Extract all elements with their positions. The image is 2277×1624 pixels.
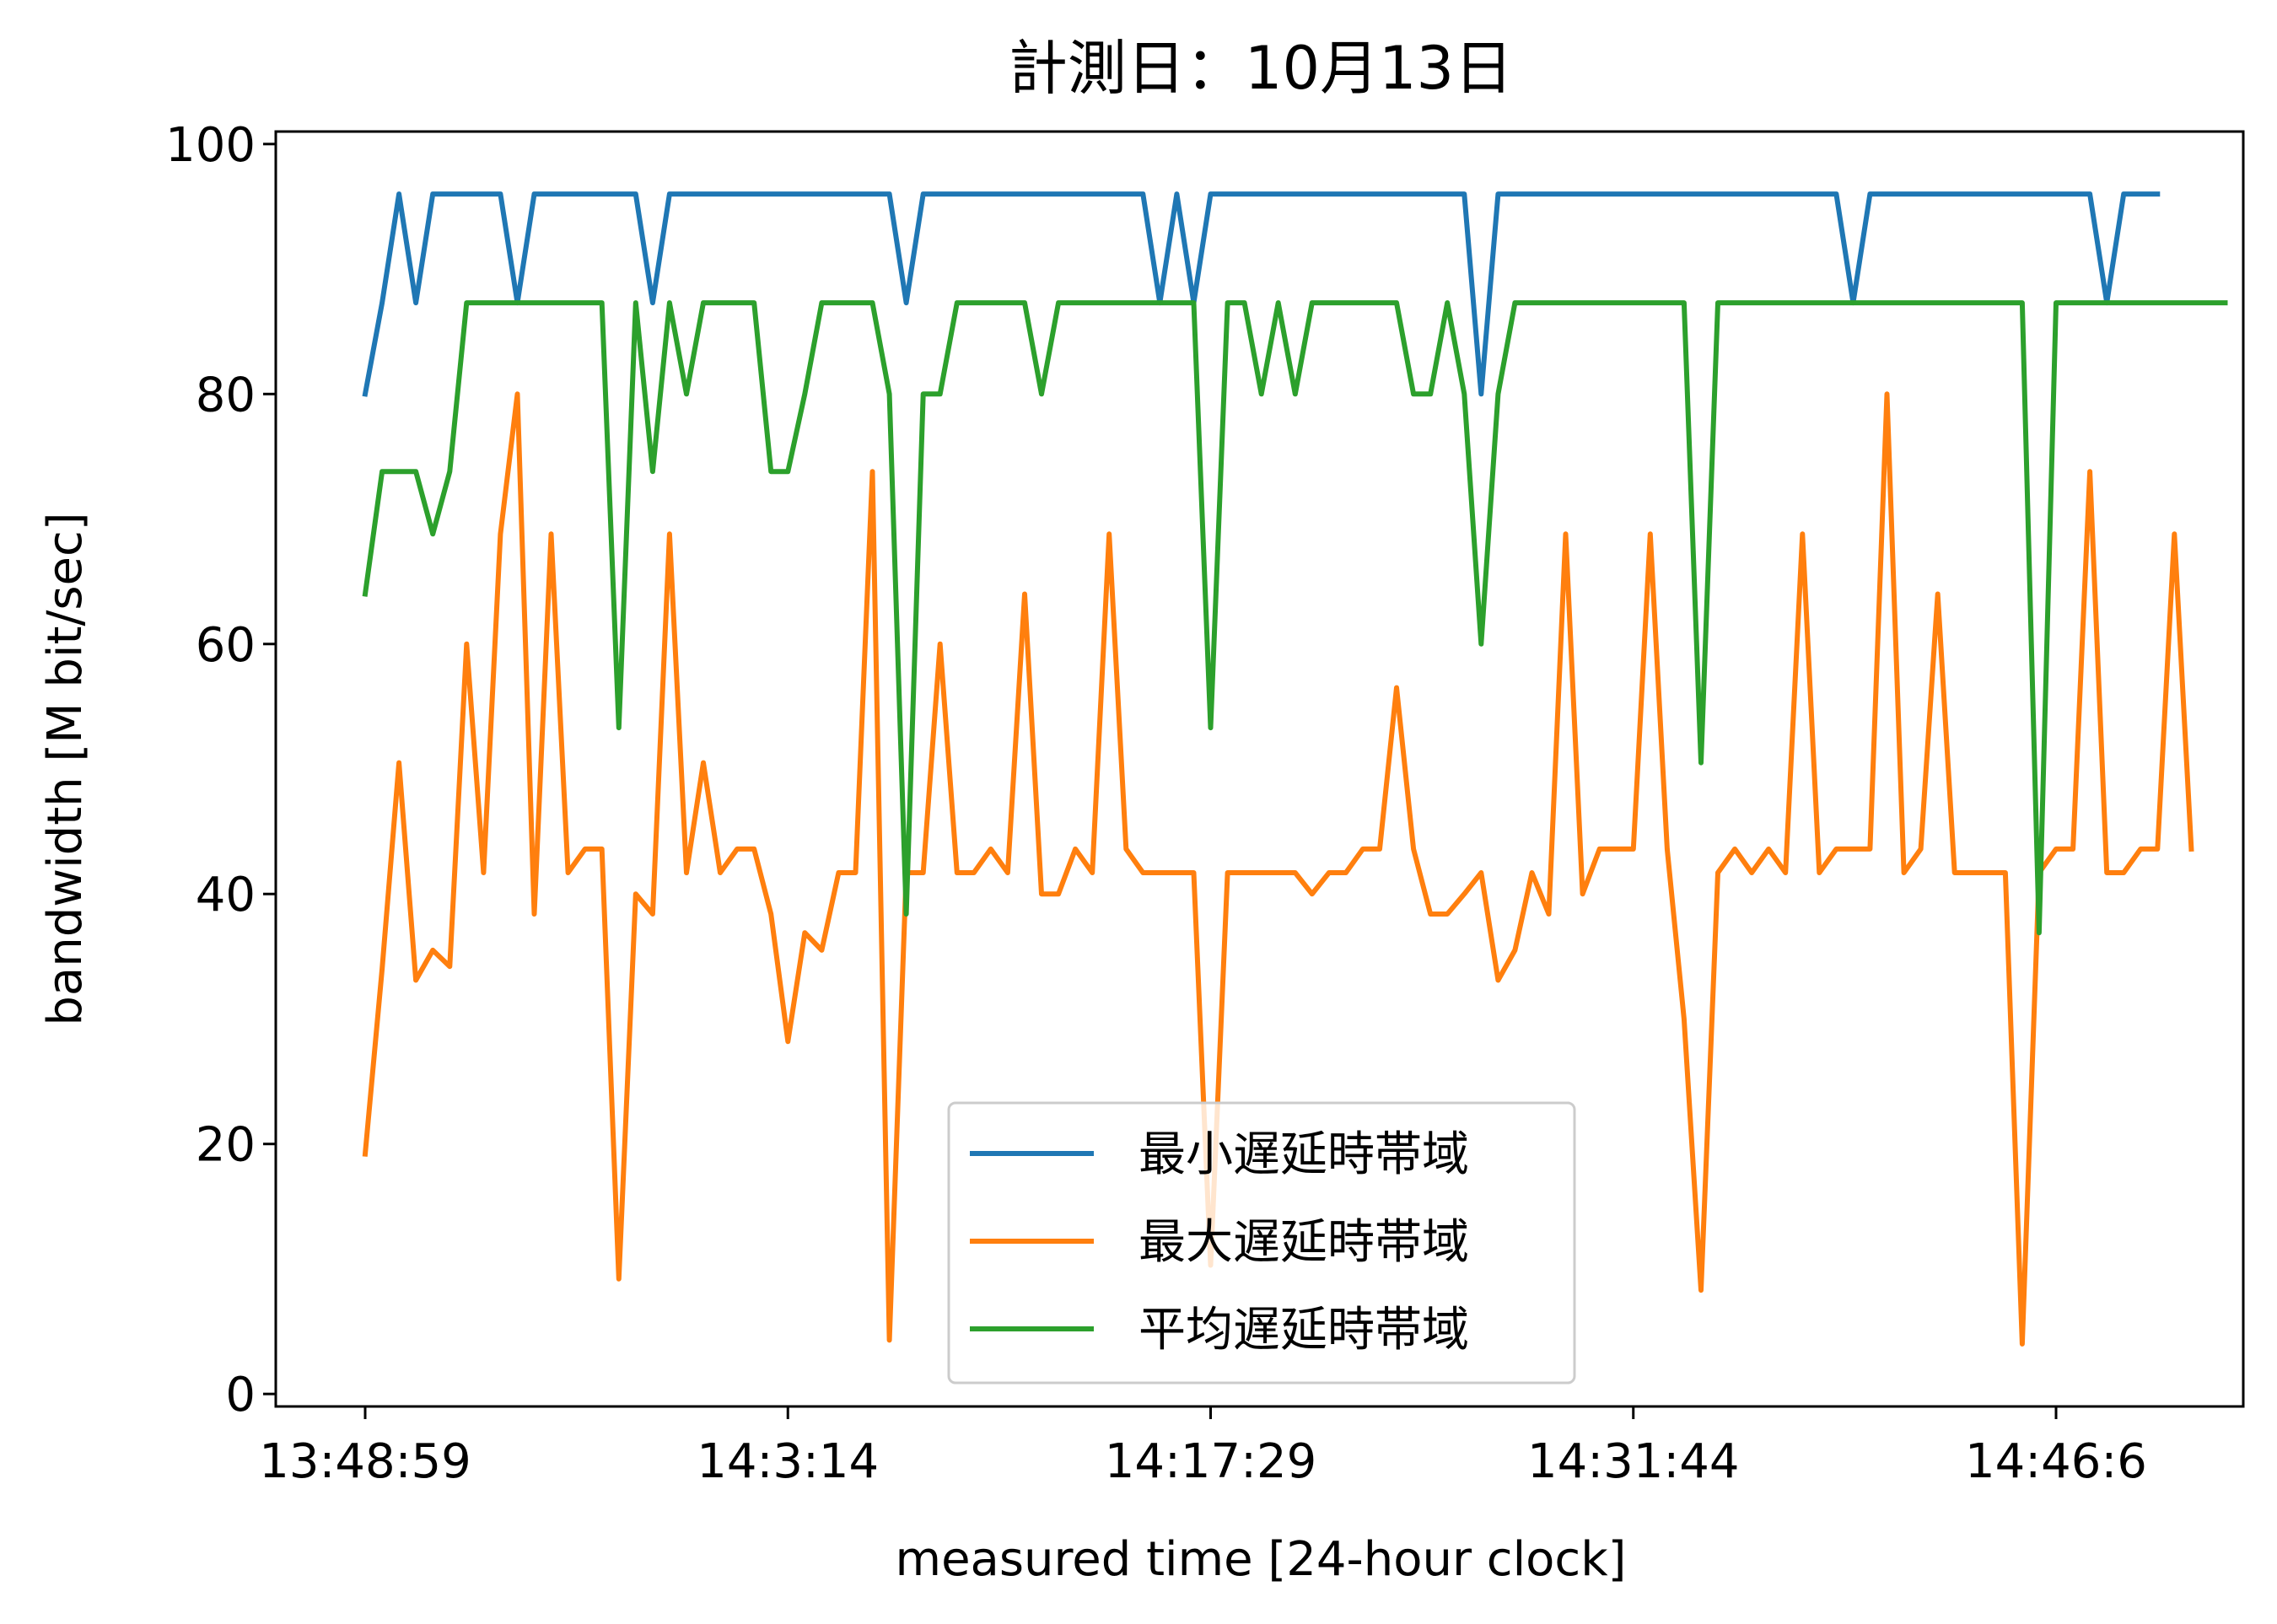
x-tick-label: 14:31:44 xyxy=(1527,1434,1740,1489)
legend-label-1: 最大遅延時帯域 xyxy=(1138,1215,1469,1270)
chart-title: 計測日：10月13日 xyxy=(1009,34,1513,103)
x-axis-label: measured time [24-hour clock] xyxy=(896,1532,1627,1587)
legend-label-2: 平均遅延時帯域 xyxy=(1138,1303,1469,1358)
plot-lines xyxy=(362,191,2228,1347)
legend-label-0: 最小遅延時帯域 xyxy=(1138,1127,1469,1182)
x-axis: 13:48:59 14:3:14 14:17:29 14:31:44 14:46:6 xyxy=(259,1406,2147,1489)
x-tick-label: 13:48:59 xyxy=(259,1434,471,1489)
y-axis-label: bandwidth [M bit/sec] xyxy=(38,512,93,1025)
y-tick-label: 20 xyxy=(196,1118,256,1173)
y-tick-label: 40 xyxy=(196,868,256,922)
series-line-1 xyxy=(362,391,2194,1347)
x-tick-label: 14:17:29 xyxy=(1105,1434,1317,1489)
y-tick-label: 60 xyxy=(196,618,256,673)
y-tick-label: 100 xyxy=(165,118,256,173)
series-line-2 xyxy=(362,300,2228,936)
series-line-0 xyxy=(362,191,2161,397)
x-tick-label: 14:46:6 xyxy=(1965,1434,2147,1489)
x-tick-label: 14:3:14 xyxy=(697,1434,879,1489)
y-axis: 0 20 40 60 80 100 xyxy=(165,118,276,1422)
y-tick-label: 80 xyxy=(196,368,256,422)
y-tick-label: 0 xyxy=(225,1368,256,1422)
legend-frame xyxy=(947,1101,1576,1385)
plot-frame xyxy=(274,130,2245,1408)
